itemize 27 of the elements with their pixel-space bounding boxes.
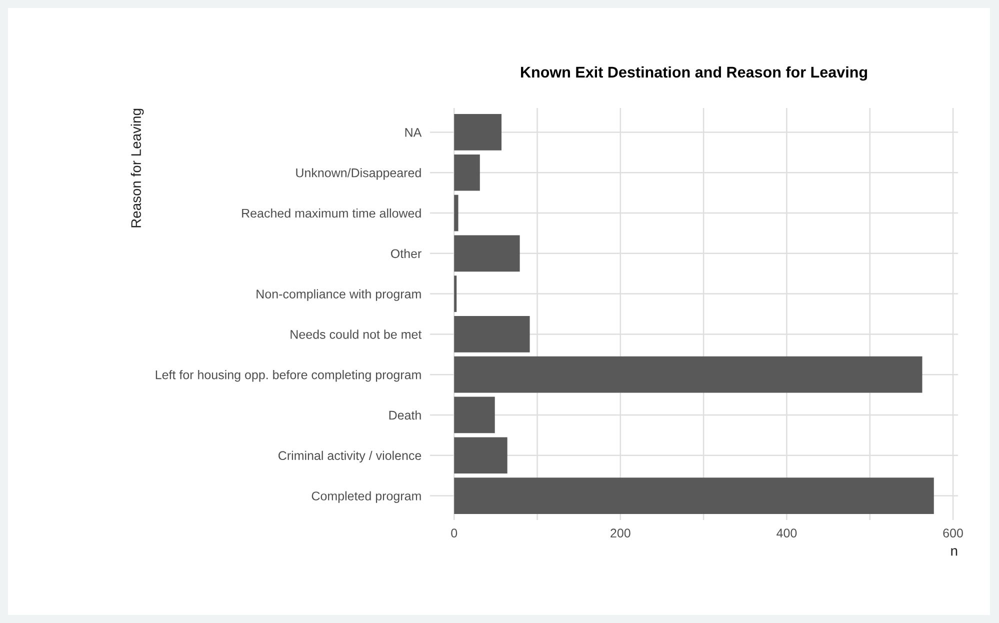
bar bbox=[454, 154, 480, 191]
bar bbox=[454, 478, 934, 514]
y-tick-label: Left for housing opp. before completing program bbox=[156, 370, 421, 382]
y-axis-title: Reason for Leaving bbox=[130, 108, 144, 228]
y-tick-label: Unknown/Disappeared bbox=[296, 168, 421, 180]
y-tick-label: Other bbox=[391, 248, 422, 258]
bar bbox=[454, 316, 530, 352]
chart-title: Known Exit Destination and Reason for Leaving bbox=[521, 66, 868, 81]
y-tick-label: NA bbox=[405, 128, 422, 137]
bar bbox=[454, 437, 508, 474]
y-tick-label: Non-compliance with program bbox=[256, 289, 421, 301]
bar bbox=[454, 356, 922, 393]
x-tick-label: 600 bbox=[943, 528, 963, 538]
y-tick-label: Reached maximum time allowed bbox=[242, 208, 421, 218]
bar bbox=[454, 396, 495, 434]
x-axis-title: n bbox=[951, 548, 958, 556]
y-tick-label: Completed program bbox=[312, 491, 421, 503]
bar bbox=[454, 235, 520, 272]
y-tick-label: Criminal activity / violence bbox=[278, 450, 422, 462]
y-tick-label: Needs could not be met bbox=[290, 330, 422, 339]
bar bbox=[454, 194, 458, 232]
y-tick-label: Death bbox=[389, 410, 421, 420]
x-tick-label: 400 bbox=[776, 528, 797, 538]
bar bbox=[454, 276, 457, 312]
x-tick-label: 0 bbox=[451, 528, 458, 538]
x-tick-label: 200 bbox=[610, 528, 630, 538]
bar bbox=[454, 114, 502, 150]
